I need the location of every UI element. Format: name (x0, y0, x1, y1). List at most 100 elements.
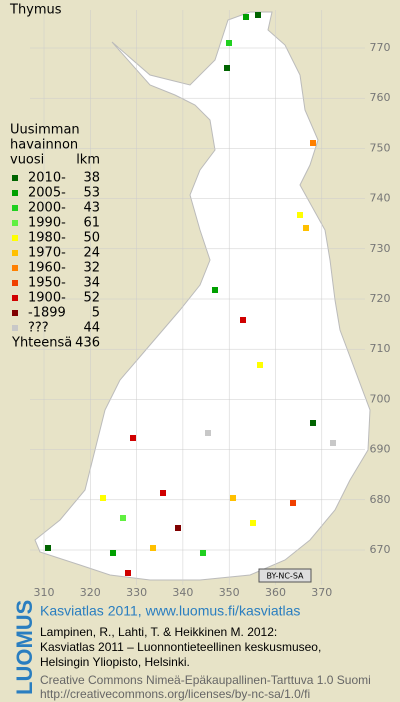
legend-swatch (12, 265, 18, 271)
legend-swatch (12, 175, 18, 181)
square (243, 14, 249, 20)
legend-count: 5 (92, 306, 100, 321)
square (297, 212, 303, 218)
square (330, 440, 336, 446)
legend-swatch (12, 325, 18, 331)
square (160, 490, 166, 496)
legend-swatch (12, 280, 18, 286)
square (110, 550, 116, 556)
legend-count: 52 (83, 291, 100, 306)
legend-label: 1970- (28, 246, 66, 261)
y-tick-label: 710 (370, 342, 391, 355)
x-tick-label: 370 (311, 586, 332, 599)
legend-count: 50 (83, 231, 100, 246)
legend-count: 38 (83, 171, 100, 186)
legend-label: 1980- (28, 231, 66, 246)
license-badge: BY-NC-SA (258, 568, 312, 583)
legend-swatch (12, 220, 18, 226)
legend-heading: havainnon (10, 138, 78, 153)
square (130, 435, 136, 441)
y-tick-label: 700 (370, 392, 391, 405)
legend-count: 34 (83, 276, 100, 291)
total-label: Yhteensä (11, 336, 72, 351)
legend-count: 24 (83, 246, 100, 261)
logo: LUOMUS (12, 600, 37, 695)
legend-label: 2005- (28, 186, 66, 201)
license-text: Creative Commons Nimeä-Epäkaupallinen-Ta… (40, 673, 371, 687)
y-tick-label: 690 (370, 443, 391, 456)
y-tick-label: 740 (370, 192, 391, 205)
license-url: http://creativecommons.org/licenses/by-n… (40, 687, 310, 701)
citation: Helsingin Yliopisto, Helsinki. (40, 655, 190, 669)
square (212, 287, 218, 293)
legend-heading: Uusimman (10, 123, 80, 138)
square (255, 12, 261, 18)
y-tick-label: 750 (370, 141, 391, 154)
finland-outline (34, 11, 371, 581)
legend-swatch (12, 310, 18, 316)
x-tick-label: 350 (219, 586, 240, 599)
legend-swatch (12, 250, 18, 256)
x-tick-label: 330 (126, 586, 147, 599)
square (100, 495, 106, 501)
square (303, 225, 309, 231)
legend-count: 43 (83, 201, 100, 216)
square (226, 40, 232, 46)
square (230, 495, 236, 501)
citation: Kasviatlas 2011 – Luonnontieteellinen ke… (40, 640, 321, 654)
y-tick-label: 760 (370, 91, 391, 104)
legend-label: 1990- (28, 216, 66, 231)
x-tick-label: 310 (34, 586, 55, 599)
legend-label: ??? (28, 321, 49, 336)
legend-count: 53 (83, 186, 100, 201)
y-tick-label: 720 (370, 292, 391, 305)
y-tick-label: 730 (370, 242, 391, 255)
square (150, 545, 156, 551)
badge-text: BY-NC-SA (266, 572, 304, 581)
legend-label: 2000- (28, 201, 66, 216)
legend-count: 32 (83, 261, 100, 276)
occurrence-squares (45, 12, 336, 576)
legend: 2010- 38 2005- 53 2000- 43 1990- 61 1980- 50 1970-… (12, 171, 100, 336)
square (310, 420, 316, 426)
legend-count: 61 (83, 216, 100, 231)
x-tick-label: 340 (172, 586, 193, 599)
legend-col-count: lkm (76, 153, 100, 168)
square (240, 317, 246, 323)
total-count: 436 (75, 336, 100, 351)
square (45, 545, 51, 551)
legend-count: 44 (83, 321, 100, 336)
title: Thymus (9, 3, 62, 18)
legend-swatch (12, 235, 18, 241)
square (257, 362, 263, 368)
legend-label: 1900- (28, 291, 66, 306)
square (120, 515, 126, 521)
citation: Lampinen, R., Lahti, T. & Heikkinen M. 2… (40, 625, 277, 639)
square (250, 520, 256, 526)
square (290, 500, 296, 506)
legend-label: 1950- (28, 276, 66, 291)
square (175, 525, 181, 531)
legend-label: 1960- (28, 261, 66, 276)
square (224, 65, 230, 71)
legend-label: -1899 (28, 306, 66, 321)
legend-swatch (12, 205, 18, 211)
square (205, 430, 211, 436)
legend-label: 2010- (28, 171, 66, 186)
grid: 310 320 330 340 350 360 370 670 680 690 700 710 720 7… (30, 10, 391, 599)
legend-swatch (12, 295, 18, 301)
legend-col-year: vuosi (10, 153, 44, 168)
y-tick-label: 670 (370, 543, 391, 556)
legend-swatch (12, 190, 18, 196)
y-tick-label: 680 (370, 493, 391, 506)
badge-box (258, 568, 312, 583)
square (125, 570, 131, 576)
x-tick-label: 320 (80, 586, 101, 599)
square (200, 550, 206, 556)
square (310, 140, 316, 146)
y-tick-label: 770 (370, 41, 391, 54)
headline: Kasviatlas 2011, www.luomus.fi/kasviatla… (40, 603, 300, 619)
x-tick-label: 360 (265, 586, 286, 599)
